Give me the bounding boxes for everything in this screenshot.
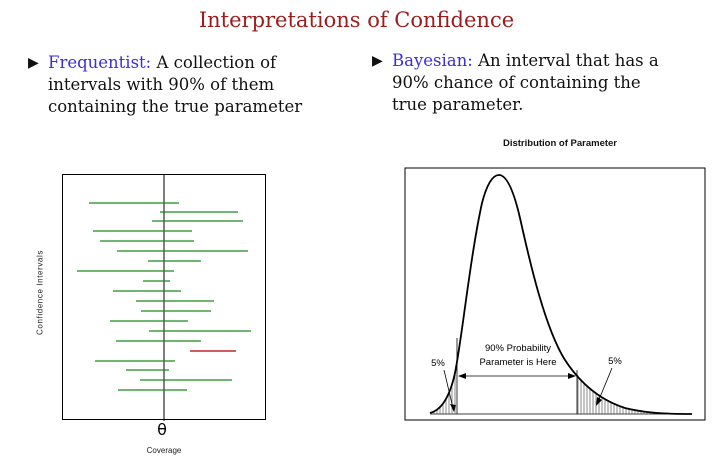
bullet-arrow-icon: ▶ xyxy=(372,53,383,69)
distribution-title: Distribution of Parameter xyxy=(502,138,618,149)
center-label-2: Parameter is Here xyxy=(479,357,556,368)
slide-title: Interpretations of Confidence xyxy=(198,8,515,32)
intervals-svg xyxy=(77,175,251,421)
x-axis-label: Coverage xyxy=(146,446,182,455)
bayesian-term: Bayesian: xyxy=(392,51,473,70)
right-tail-label: 5% xyxy=(608,356,622,367)
distribution-curve xyxy=(429,174,693,415)
center-label-1: 90% Probability xyxy=(485,343,551,354)
right-tail-area xyxy=(577,374,690,414)
bayesian-text-1: An interval that has a 90% chance of con… xyxy=(392,51,659,92)
bullet-arrow-icon: ▶ xyxy=(28,55,39,71)
theta-label: θ xyxy=(157,420,167,439)
bayesian-bullet: ▶ Bayesian: An interval that has a 90% c… xyxy=(372,50,692,116)
distribution-svg: 90% Probability Parameter is Here 5% 5% xyxy=(404,167,706,421)
left-tail-pointer xyxy=(443,369,454,409)
distribution-frame xyxy=(404,167,706,421)
arrow-left-head-icon xyxy=(458,373,466,379)
y-axis-label: Confidence Intervals xyxy=(35,250,45,335)
intervals-plot-box xyxy=(62,174,266,421)
right-tail-pointer-head-icon xyxy=(596,397,602,406)
frequentist-text: A collection of intervals with 90% of th… xyxy=(48,53,303,116)
confidence-intervals-figure: Confidence Intervals θ Coverage xyxy=(30,168,275,468)
frequentist-bullet: ▶ Frequentist: A collection of intervals… xyxy=(28,52,328,118)
bayesian-text-2: true parameter. xyxy=(392,95,524,114)
distribution-figure: Distribution of Parameter 90% Probabilit… xyxy=(400,138,710,428)
right-tail-pointer xyxy=(597,367,613,403)
arrow-right-head-icon xyxy=(568,373,576,379)
left-tail-label: 5% xyxy=(431,358,445,369)
frequentist-term: Frequentist: xyxy=(48,53,152,72)
left-tail-pointer-head-icon xyxy=(450,404,456,412)
